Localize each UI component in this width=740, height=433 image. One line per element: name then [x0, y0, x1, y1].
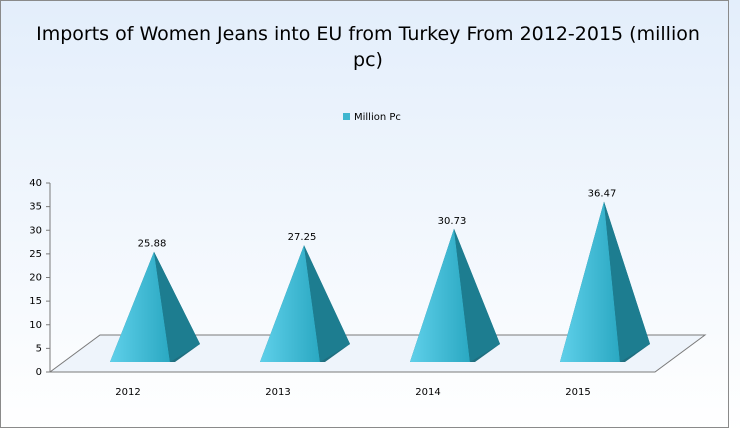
x-tick-label: 2012 [115, 387, 140, 398]
legend-swatch [343, 113, 350, 120]
value-label: 27.25 [288, 232, 317, 243]
y-tick-label: 10 [29, 320, 42, 331]
frame [0, 0, 729, 428]
pyramid-front [410, 228, 470, 362]
pyramid-side [304, 245, 350, 362]
floor [48, 334, 707, 373]
y-tick-label: 40 [29, 178, 42, 189]
chart-title: Imports of Women Jeans into EU from Turk… [36, 23, 700, 71]
x-tick-label: 2015 [565, 387, 590, 398]
pyramid-front [260, 245, 320, 362]
x-tick-label: 2014 [415, 387, 440, 398]
pyramid-front [110, 251, 170, 362]
y-tick-label: 20 [29, 273, 42, 284]
y-tick-label: 5 [36, 343, 42, 354]
y-tick-label: 30 [29, 225, 42, 236]
legend-label: Million Pc [354, 112, 401, 123]
pyramid-side [454, 228, 500, 362]
pyramid-side [154, 251, 200, 362]
x-tick-label: 2013 [265, 387, 290, 398]
y-tick-label: 15 [29, 296, 42, 307]
value-label: 30.73 [438, 216, 467, 227]
value-label: 25.88 [138, 239, 167, 250]
pyramid-front [560, 201, 620, 362]
y-tick-label: 35 [29, 202, 42, 213]
value-label: 36.47 [588, 189, 617, 200]
pyramid-side [604, 201, 650, 362]
y-tick-label: 0 [36, 367, 42, 378]
y-tick-label: 25 [29, 249, 42, 260]
